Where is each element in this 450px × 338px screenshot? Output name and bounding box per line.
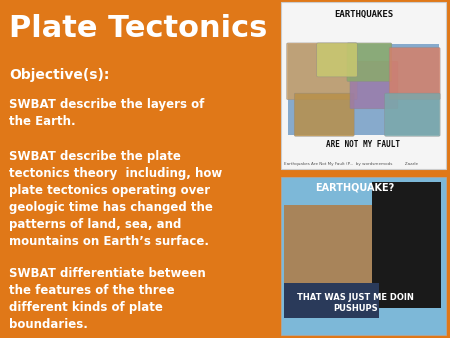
Text: Objective(s):: Objective(s): — [9, 68, 109, 81]
FancyBboxPatch shape — [347, 43, 392, 81]
FancyBboxPatch shape — [389, 48, 440, 100]
Text: Earthquakes Are Not My Fault (P...  by wordsmemods          Zazzle: Earthquakes Are Not My Fault (P... by wo… — [284, 162, 418, 166]
FancyBboxPatch shape — [385, 93, 440, 136]
FancyBboxPatch shape — [294, 93, 354, 136]
FancyBboxPatch shape — [317, 43, 357, 77]
Text: EARTHQUAKES: EARTHQUAKES — [334, 10, 393, 19]
Text: SWBAT describe the plate
tectonics theory  including, how
plate tectonics operat: SWBAT describe the plate tectonics theor… — [9, 150, 222, 248]
FancyBboxPatch shape — [350, 61, 398, 109]
Text: SWBAT differentiate between
the features of the three
different kinds of plate
b: SWBAT differentiate between the features… — [9, 267, 206, 331]
FancyBboxPatch shape — [281, 177, 446, 335]
FancyBboxPatch shape — [287, 43, 357, 100]
Text: SWBAT describe the layers of
the Earth.: SWBAT describe the layers of the Earth. — [9, 98, 204, 128]
FancyBboxPatch shape — [372, 182, 441, 308]
Text: ARE NOT MY FAULT: ARE NOT MY FAULT — [326, 140, 400, 149]
FancyBboxPatch shape — [281, 2, 446, 169]
Text: THAT WAS JUST ME DOIN
PUSHUPS: THAT WAS JUST ME DOIN PUSHUPS — [297, 293, 414, 313]
FancyBboxPatch shape — [284, 283, 379, 318]
FancyBboxPatch shape — [284, 204, 379, 318]
FancyBboxPatch shape — [288, 44, 439, 135]
Text: EARTHQUAKE?: EARTHQUAKE? — [315, 183, 395, 193]
Text: Plate Tectonics: Plate Tectonics — [9, 14, 267, 43]
